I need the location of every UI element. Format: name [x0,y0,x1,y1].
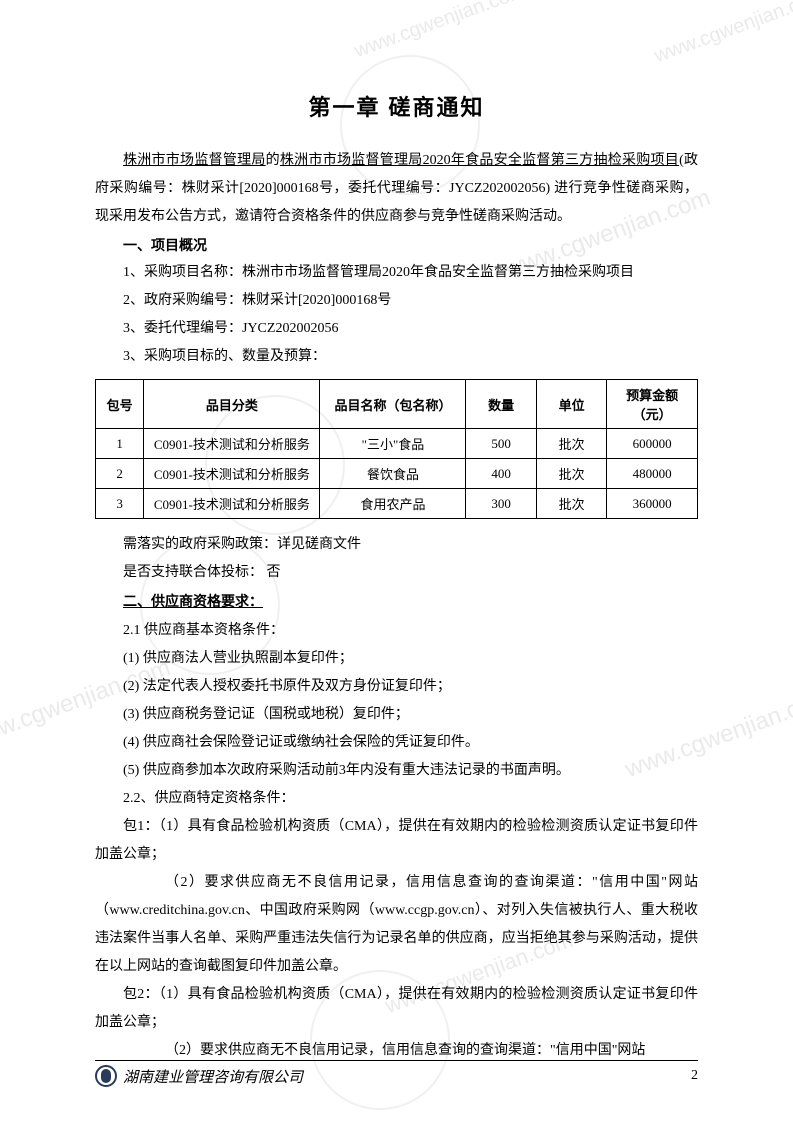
req-item: (2) 法定代表人授权委托书原件及双方身份证复印件； [95,673,698,701]
req-item: (3) 供应商税务登记证（国税或地税）复印件； [95,701,698,729]
table-header: 包号 [96,380,144,429]
intro-paragraph: 株洲市市场监督管理局的株洲市市场监督管理局2020年食品安全监督第三方抽检采购项… [95,147,698,231]
table-cell: 600000 [607,429,698,459]
overview-item: 1、采购项目名称：株洲市市场监督管理局2020年食品安全监督第三方抽检采购项目 [95,259,698,287]
req-item: (1) 供应商法人营业执照副本复印件； [95,645,698,673]
table-header: 数量 [466,380,536,429]
table-cell: C0901-技术测试和分析服务 [144,429,320,459]
table-header: 品目分类 [144,380,320,429]
table-cell: 500 [466,429,536,459]
table-cell: 1 [96,429,144,459]
section2-text: 二、供应商资格要求： [123,593,263,609]
table-cell: 3 [96,489,144,519]
table-cell: C0901-技术测试和分析服务 [144,459,320,489]
pkg2-req2: （2）要求供应商无不良信用记录，信用信息查询的查询渠道："信用中国"网站 [95,1037,698,1065]
table-header: 单位 [536,380,606,429]
policy-line: 需落实的政府采购政策：详见磋商文件 [95,531,698,559]
table-cell: 批次 [536,459,606,489]
section1-heading: 一、项目概况 [95,231,698,259]
section2-heading: 二、供应商资格要求： [95,587,698,617]
page-content: 第一章 磋商通知 株洲市市场监督管理局的株洲市市场监督管理局2020年食品安全监… [0,0,793,1125]
consortium-line: 是否支持联合体投标： 否 [95,559,698,587]
budget-table: 包号 品目分类 品目名称（包名称） 数量 单位 预算金额（元） 1 C0901-… [95,379,698,519]
pkg1-req2: （2）要求供应商无不良信用记录，信用信息查询的查询渠道："信用中国"网站（www… [95,869,698,981]
intro-entity: 株洲市市场监督管理局 [123,153,266,168]
req-2-1: 2.1 供应商基本资格条件： [95,617,698,645]
intro-project: 株洲市市场监督管理局2020年食品安全监督第三方抽检采购项目 [280,153,679,168]
table-cell: 批次 [536,489,606,519]
table-cell: 食用农产品 [320,489,466,519]
table-header-row: 包号 品目分类 品目名称（包名称） 数量 单位 预算金额（元） [96,380,698,429]
table-cell: 480000 [607,459,698,489]
table-cell: C0901-技术测试和分析服务 [144,489,320,519]
table-cell: 360000 [607,489,698,519]
chapter-title: 第一章 磋商通知 [95,90,698,122]
overview-item: 3、采购项目标的、数量及预算： [95,343,698,371]
table-header: 品目名称（包名称） [320,380,466,429]
table-row: 1 C0901-技术测试和分析服务 "三小"食品 500 批次 600000 [96,429,698,459]
table-header: 预算金额（元） [607,380,698,429]
table-cell: 400 [466,459,536,489]
table-row: 3 C0901-技术测试和分析服务 食用农产品 300 批次 360000 [96,489,698,519]
pkg2-req1: 包2：（1）具有食品检验机构资质（CMA），提供在有效期内的检验检测资质认定证书… [95,981,698,1037]
table-cell: "三小"食品 [320,429,466,459]
table-cell: 批次 [536,429,606,459]
pkg1-req1: 包1：（1）具有食品检验机构资质（CMA），提供在有效期内的检验检测资质认定证书… [95,813,698,869]
table-cell: 300 [466,489,536,519]
req-2-2: 2.2、供应商特定资格条件： [95,785,698,813]
overview-item: 2、政府采购编号：株财采计[2020]000168号 [95,287,698,315]
table-cell: 2 [96,459,144,489]
table-row: 2 C0901-技术测试和分析服务 餐饮食品 400 批次 480000 [96,459,698,489]
req-item: (5) 供应商参加本次政府采购活动前3年内没有重大违法记录的书面声明。 [95,757,698,785]
req-item: (4) 供应商社会保险登记证或缴纳社会保险的凭证复印件。 [95,729,698,757]
overview-item: 3、委托代理编号：JYCZ202002056 [95,315,698,343]
table-cell: 餐饮食品 [320,459,466,489]
